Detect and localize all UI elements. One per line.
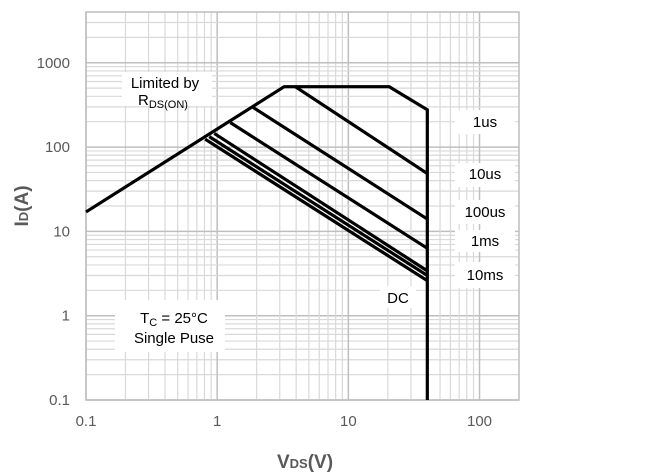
curve-label-1ms: 1ms [471,233,499,250]
y-tick-labels: 0.1 1 10 100 1000 [37,55,70,409]
tc-label: TC = 25°C [140,310,208,329]
label-background [455,200,515,224]
label-background [122,72,212,106]
x-tick-label: 0.1 [76,413,97,430]
series-line-1us [294,85,429,175]
curve-label-10ms: 10ms [467,267,504,284]
label-background [455,230,515,252]
label-boxes [115,72,515,352]
y-tick-label: 1 [62,308,70,325]
rdson-label: RDS(ON) [138,92,188,111]
x-tick-label: 10 [340,413,357,430]
curve-label-10us: 10us [469,166,502,183]
series-line-10ms [208,135,429,277]
curve-label-1us: 1us [473,114,497,131]
y-tick-label: 10 [53,223,70,240]
limited-by-label: Limited by [131,75,200,92]
curve-labels: 1us 10us 100us 1ms 10ms DC [387,114,505,307]
x-tick-label: 1 [213,413,221,430]
y-tick-label: 0.1 [49,392,70,409]
label-background [115,300,225,352]
series-line-1ms [213,132,429,273]
single-pulse-label: Single Puse [134,330,214,347]
curve-label-100us: 100us [465,204,506,221]
y-tick-label: 100 [45,139,70,156]
x-tick-labels: 0.1 1 10 100 [76,413,492,430]
label-background [380,286,416,308]
label-background [455,110,515,134]
series-lines [85,85,429,400]
y-tick-label: 1000 [37,55,70,72]
series-line-100us [229,121,429,250]
x-tick-label: 100 [467,413,492,430]
series-line-dc [204,137,429,283]
series-line-10us [252,106,429,221]
y-axis-label: ID(A) [12,185,33,226]
series-line-limited [85,85,429,400]
x-axis-label: VDS(V) [277,452,333,473]
curve-label-dc: DC [387,290,409,307]
label-background [455,262,515,288]
plot-frame [85,11,520,401]
label-background [455,163,515,187]
